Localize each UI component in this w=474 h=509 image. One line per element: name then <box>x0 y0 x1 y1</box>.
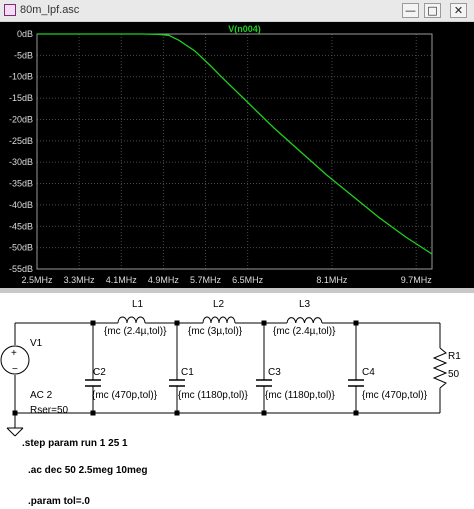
capacitor-c2[interactable] <box>85 379 101 387</box>
c3-label[interactable]: C3 <box>268 367 281 378</box>
close-button[interactable]: ✕ <box>450 3 467 18</box>
y-tick-label: -25dB <box>9 136 33 146</box>
capacitor-c4[interactable] <box>348 379 364 387</box>
r1-value[interactable]: 50 <box>448 369 460 380</box>
maximize-button[interactable]: □ <box>424 3 441 18</box>
y-tick-label: -55dB <box>9 264 33 274</box>
l2-label[interactable]: L2 <box>213 299 225 310</box>
title-bar: 80m_lpf.asc — □ ✕ <box>0 0 474 22</box>
y-tick-label: -5dB <box>14 50 33 60</box>
r1-label[interactable]: R1 <box>448 351 461 362</box>
l1-label[interactable]: L1 <box>132 299 144 310</box>
x-tick-label: 2.5MHz <box>21 275 53 285</box>
y-tick-label: -10dB <box>9 72 33 82</box>
x-tick-label: 3.3MHz <box>64 275 96 285</box>
inductor-l1[interactable] <box>117 316 146 324</box>
pane-splitter[interactable] <box>0 288 474 293</box>
l1-value[interactable]: {mc (2.4µ,tol)} <box>104 326 167 337</box>
y-tick-label: 0dB <box>17 29 33 39</box>
resistor-r1[interactable] <box>432 347 448 389</box>
c3-value[interactable]: {mc (1180p,tol)} <box>265 390 336 401</box>
y-tick-label: -40dB <box>9 200 33 210</box>
minimize-button[interactable]: — <box>402 3 419 18</box>
window-title: 80m_lpf.asc <box>20 4 80 16</box>
x-tick-label: 5.7MHz <box>190 275 222 285</box>
x-tick-label: 8.1MHz <box>316 275 348 285</box>
capacitor-c3[interactable] <box>256 379 272 387</box>
v1-label[interactable]: V1 <box>30 338 43 349</box>
c1-label[interactable]: C1 <box>181 367 194 378</box>
c2-label[interactable]: C2 <box>93 367 106 378</box>
v1-ac-value[interactable]: AC 2 <box>30 390 53 401</box>
trace-v-n004[interactable] <box>37 33 433 255</box>
minus-sign-icon: − <box>12 364 18 375</box>
ground-icon[interactable] <box>6 427 24 437</box>
y-tick-label: -45dB <box>9 221 33 231</box>
y-tick-label: -20dB <box>9 114 33 124</box>
x-tick-label: 9.7MHz <box>401 275 433 285</box>
plot-frame <box>36 33 433 270</box>
schematic-canvas[interactable]: + − V1 AC 2 Rser=50 L1 {mc (2.4µ,tol)} L… <box>0 293 474 509</box>
x-tick-label: 4.9MHz <box>148 275 180 285</box>
param-directive[interactable]: .param tol=.0 <box>28 496 90 507</box>
x-tick-label: 4.1MHz <box>106 275 138 285</box>
junction-dots <box>12 320 359 416</box>
wires <box>14 322 441 428</box>
capacitor-c1[interactable] <box>169 379 185 387</box>
x-tick-label: 6.5MHz <box>232 275 264 285</box>
c1-value[interactable]: {mc (1180p,tol)} <box>178 390 249 401</box>
c4-value[interactable]: {mc (470p,tol)} <box>362 390 428 401</box>
inductor-l3[interactable] <box>286 317 323 324</box>
l2-value[interactable]: {mc (3µ,tol)} <box>188 326 243 337</box>
schematic-file-icon <box>4 4 16 16</box>
v1-rser-value[interactable]: Rser=50 <box>30 405 69 416</box>
c2-value[interactable]: {mc (470p,tol)} <box>92 390 158 401</box>
l3-value[interactable]: {mc (2.4µ,tol)} <box>273 326 336 337</box>
plus-sign-icon: + <box>11 348 17 359</box>
waveform-plot-pane[interactable]: 2.5MHz 3.3MHz 4.1MHz 4.9MHz 5.7MHz 6.5MHz 8.1M… <box>0 22 474 288</box>
y-tick-label: -35dB <box>9 179 33 189</box>
ac-directive[interactable]: .ac dec 50 2.5meg 10meg <box>28 465 148 476</box>
c4-label[interactable]: C4 <box>362 367 375 378</box>
trace-legend-label[interactable]: V(n004) <box>228 24 261 34</box>
y-tick-label: -30dB <box>9 157 33 167</box>
inductor-l2[interactable] <box>202 316 236 324</box>
y-tick-label: -50dB <box>9 243 33 253</box>
l3-label[interactable]: L3 <box>299 299 311 310</box>
y-tick-label: -15dB <box>9 93 33 103</box>
voltage-source-v1[interactable]: + − <box>0 345 30 375</box>
frequency-response-chart[interactable]: 2.5MHz 3.3MHz 4.1MHz 4.9MHz 5.7MHz 6.5MHz 8.1M… <box>0 22 474 288</box>
step-directive[interactable]: .step param run 1 25 1 <box>22 438 128 449</box>
